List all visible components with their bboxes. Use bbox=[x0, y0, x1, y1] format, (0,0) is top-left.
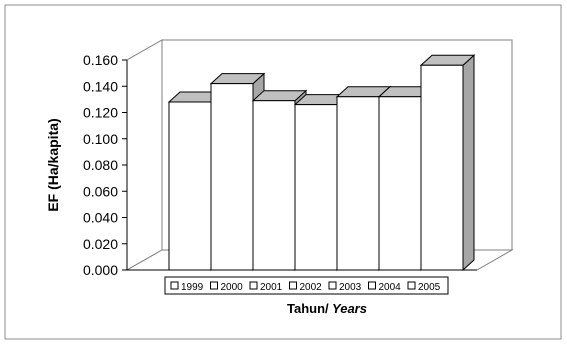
legend-entry-2003: 2003 bbox=[328, 281, 362, 293]
legend-entry-1999: 1999 bbox=[170, 281, 204, 293]
y-tick-label: 0.060 bbox=[83, 183, 118, 199]
bars bbox=[167, 54, 476, 272]
legend-swatch bbox=[328, 281, 337, 290]
bar-front bbox=[378, 96, 422, 271]
legend-swatch bbox=[249, 281, 258, 290]
legend-label: 2000 bbox=[221, 282, 244, 293]
x-axis-title-main: Tahun/ bbox=[287, 301, 329, 316]
legend-entry-2004: 2004 bbox=[368, 281, 402, 293]
legend-label: 1999 bbox=[181, 282, 204, 293]
bar-front bbox=[420, 64, 464, 271]
bar-front bbox=[294, 104, 338, 271]
bar-front bbox=[210, 83, 254, 271]
legend-swatch bbox=[170, 281, 179, 290]
legend-label: 2002 bbox=[300, 282, 323, 293]
y-tick-label: 0.040 bbox=[83, 210, 118, 226]
legend-swatch bbox=[368, 281, 376, 290]
bar-front bbox=[168, 101, 212, 271]
legend-box bbox=[164, 276, 449, 295]
legend-label: 2003 bbox=[339, 282, 362, 293]
bar-front bbox=[252, 100, 296, 271]
legend-swatch bbox=[407, 281, 416, 290]
legend-entry-2001: 2001 bbox=[249, 281, 283, 293]
y-tick-label: 0.120 bbox=[83, 105, 118, 121]
bar-2005 bbox=[419, 54, 476, 272]
legend-label: 2001 bbox=[260, 282, 283, 293]
y-tick-label: 0.100 bbox=[83, 131, 118, 147]
y-tick-label: 0.140 bbox=[83, 78, 118, 94]
legend-swatch bbox=[289, 281, 297, 290]
legend-entry-2000: 2000 bbox=[210, 281, 244, 293]
side-wall bbox=[126, 39, 163, 271]
y-tick-label: 0.020 bbox=[83, 236, 118, 252]
y-tick-label: 0.160 bbox=[83, 52, 118, 68]
bar-front bbox=[336, 96, 380, 271]
legend-label: 2005 bbox=[418, 282, 441, 293]
legend-swatch bbox=[210, 281, 218, 290]
legend-entry-2002: 2002 bbox=[289, 281, 323, 293]
legend-label: 2004 bbox=[379, 282, 402, 293]
y-tick-label: 0.080 bbox=[83, 157, 118, 173]
legend: 1999 2000 2001 2002 2003 2004 2005 bbox=[164, 276, 449, 295]
x-axis-title: Tahun/ Years bbox=[287, 301, 367, 316]
y-axis-title: EF (Ha/kapita) bbox=[45, 118, 61, 211]
bar-side bbox=[462, 54, 475, 272]
y-tick-label: 0.000 bbox=[83, 262, 118, 278]
x-axis-title-italic: Years bbox=[329, 301, 367, 316]
legend-entry-2005: 2005 bbox=[407, 281, 441, 293]
